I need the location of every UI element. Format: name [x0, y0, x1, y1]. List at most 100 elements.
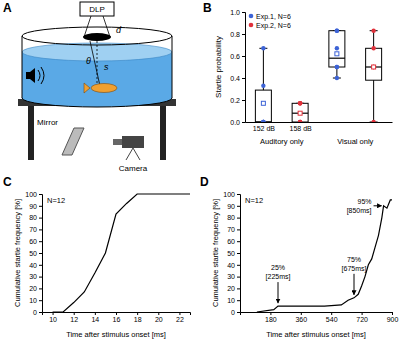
panel-label: A: [3, 1, 12, 15]
tick: 60: [29, 238, 42, 245]
tick-label: 158 dB: [290, 125, 313, 132]
tick-label: 100: [223, 191, 235, 198]
point: [335, 76, 339, 80]
tick-mark: [39, 253, 42, 254]
annotation: [225ms]: [266, 273, 291, 281]
stimulus-disk: [83, 33, 111, 41]
tick-mark: [392, 312, 393, 315]
tick: 0.6: [230, 53, 245, 60]
tick-mark: [39, 312, 42, 313]
tick-mark: [242, 56, 245, 57]
tick-label: 180: [265, 316, 277, 323]
tick-mark: [242, 122, 245, 123]
tick-mark: [237, 229, 240, 230]
axis-line: [237, 195, 241, 313]
tick: 40: [227, 262, 240, 269]
tick-label: 70: [227, 226, 235, 233]
mean: [335, 52, 339, 56]
tick-label: 16: [113, 316, 121, 323]
sound-wave: [38, 70, 40, 81]
leg: [28, 104, 34, 160]
tripod: [126, 148, 133, 160]
tick: 900: [387, 312, 399, 323]
tick: 180: [265, 312, 277, 323]
tick: 100: [223, 191, 240, 198]
box-body: [255, 90, 271, 122]
tick: 1.0: [230, 9, 245, 16]
point: [298, 101, 302, 105]
tick-label: 10: [227, 297, 235, 304]
tick: 0: [33, 309, 42, 316]
tick-mark: [179, 312, 180, 315]
point: [335, 65, 339, 69]
tripod: [133, 148, 140, 160]
tick-label: 22: [176, 316, 184, 323]
legend-label: Exp.2, N=6: [256, 22, 291, 30]
tick-mark: [237, 253, 240, 254]
tick: 30: [29, 273, 42, 280]
tick: 100: [25, 191, 42, 198]
tick-label: 60: [29, 238, 37, 245]
tick-mark: [237, 288, 240, 289]
tick: 360: [295, 312, 307, 323]
x-axis: 180360540720900: [241, 312, 399, 323]
annotation-arrow: [374, 205, 382, 206]
tick: 40: [29, 262, 42, 269]
tick-label: 10: [29, 297, 37, 304]
box: [255, 46, 271, 122]
tick: 20: [227, 285, 240, 292]
point: [371, 46, 375, 50]
tick: 18: [134, 312, 142, 323]
tick-mark: [39, 218, 42, 219]
tank-wall: [22, 36, 23, 98]
annotation: 95%: [358, 198, 372, 205]
tick: 50: [227, 250, 240, 257]
tick: 20: [155, 312, 163, 323]
tick-label: 100: [25, 191, 37, 198]
speaker-cone: [30, 68, 35, 83]
annotation: N=12: [245, 196, 263, 205]
tick-label: 50: [29, 250, 37, 257]
tick: 10: [227, 297, 240, 304]
tick-mark: [331, 312, 332, 315]
tick-label: 0: [231, 309, 235, 316]
tick-label: 70: [29, 226, 37, 233]
projector-label: DLP: [89, 5, 105, 14]
point: [371, 65, 375, 69]
tick-mark: [39, 194, 42, 195]
legend-label: Exp.1, N=6: [256, 13, 291, 21]
tick: 80: [227, 214, 240, 221]
sound-wave: [41, 67, 44, 84]
tick-mark: [74, 312, 75, 315]
x-axis: 10121416182022: [43, 312, 191, 323]
annotation: N=12: [47, 196, 65, 205]
tick-label: 80: [29, 214, 37, 221]
point: [298, 101, 302, 105]
point: [335, 46, 339, 50]
tick-label: 540: [326, 316, 338, 323]
vertical-line: [97, 41, 98, 86]
tick-label: 14: [91, 316, 99, 323]
tick-mark: [242, 12, 245, 13]
tick-label: 30: [29, 273, 37, 280]
tick-label: 10: [49, 316, 57, 323]
point: [371, 65, 375, 69]
tick-mark: [270, 312, 271, 315]
box: [366, 29, 382, 123]
tick: 60: [227, 238, 240, 245]
tank-wall: [172, 36, 173, 98]
tick: 50: [29, 250, 42, 257]
tick-mark: [237, 265, 240, 266]
box: [329, 29, 345, 81]
point: [298, 120, 302, 122]
tick: 14: [91, 312, 99, 323]
tick: 158 dB: [290, 122, 313, 132]
tick-mark: [39, 241, 42, 242]
tick-label: 152 dB: [253, 125, 276, 132]
annotation-arrow: [278, 282, 279, 303]
tick: 22: [176, 312, 184, 323]
point: [371, 29, 375, 33]
fish-tail: [84, 83, 90, 93]
axis-line: [246, 122, 393, 123]
tick: 0: [231, 309, 240, 316]
